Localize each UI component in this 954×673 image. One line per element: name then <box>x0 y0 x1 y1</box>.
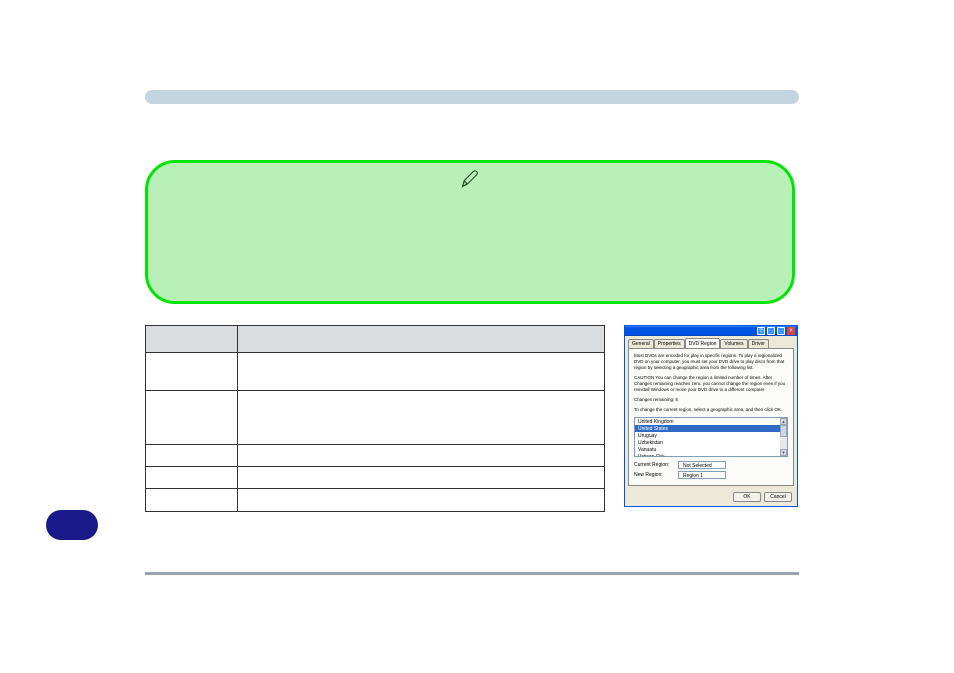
dialog-buttons: OK Cancel <box>625 489 797 506</box>
new-region-value: Region 1 <box>678 471 726 479</box>
help-icon[interactable]: ? <box>757 327 765 335</box>
region-table <box>145 325 605 512</box>
list-item[interactable]: Vatican City <box>635 453 787 457</box>
footer-divider <box>145 572 799 575</box>
dvd-region-properties-dialog: ? × General Properties DVD Region Volume… <box>624 325 798 507</box>
tab-general[interactable]: General <box>628 339 654 348</box>
current-region-row: Current Region: Not Selected <box>634 461 788 469</box>
dialog-para-intro: Most DVDs are encoded for play in specif… <box>634 353 788 371</box>
list-item[interactable]: United Kingdom <box>635 418 787 425</box>
new-region-label: New Region: <box>634 472 678 478</box>
dialog-tabs: General Properties DVD Region Volumes Dr… <box>625 336 797 348</box>
minimize-icon[interactable] <box>767 327 775 335</box>
scroll-thumb[interactable] <box>780 425 787 437</box>
page-number-badge <box>46 510 98 540</box>
table-header <box>146 326 604 353</box>
table-row <box>146 489 604 511</box>
dialog-para-instruction: To change the current region, select a g… <box>634 407 788 413</box>
ok-button[interactable]: OK <box>733 492 761 502</box>
region-listbox[interactable]: United Kingdom United States Uruguay Uzb… <box>634 417 788 457</box>
new-region-row: New Region: Region 1 <box>634 471 788 479</box>
table-row <box>146 353 604 391</box>
dialog-para-caution: CAUTION You can change the region a limi… <box>634 375 788 393</box>
table-row <box>146 467 604 489</box>
table-row <box>146 391 604 445</box>
list-item[interactable]: Uzbekistan <box>635 439 787 446</box>
table-header-cell <box>238 326 604 352</box>
section-header-bar <box>145 90 799 104</box>
list-item[interactable]: Vanuatu <box>635 446 787 453</box>
pencil-icon <box>460 169 480 189</box>
cancel-button[interactable]: Cancel <box>764 492 792 502</box>
close-icon[interactable]: × <box>787 327 795 335</box>
dialog-titlebar[interactable]: ? × <box>625 326 797 336</box>
current-region-label: Current Region: <box>634 462 678 468</box>
scroll-up-icon[interactable]: ▲ <box>780 418 787 425</box>
tab-dvd-region[interactable]: DVD Region <box>685 338 721 348</box>
table-header-cell <box>146 326 238 352</box>
current-region-value: Not Selected <box>678 461 726 469</box>
dialog-changes-remaining: Changes remaining: 5 <box>634 397 788 403</box>
list-item[interactable]: Uruguay <box>635 432 787 439</box>
dialog-body: Most DVDs are encoded for play in specif… <box>628 348 794 486</box>
list-item[interactable]: United States <box>635 425 787 432</box>
tab-properties[interactable]: Properties <box>654 339 685 348</box>
scrollbar[interactable]: ▲ ▼ <box>780 418 787 456</box>
tab-volumes[interactable]: Volumes <box>720 339 747 348</box>
maximize-icon[interactable] <box>777 327 785 335</box>
table-row <box>146 445 604 467</box>
scroll-down-icon[interactable]: ▼ <box>780 449 787 456</box>
tab-driver[interactable]: Driver <box>748 339 769 348</box>
note-callout <box>145 160 795 304</box>
